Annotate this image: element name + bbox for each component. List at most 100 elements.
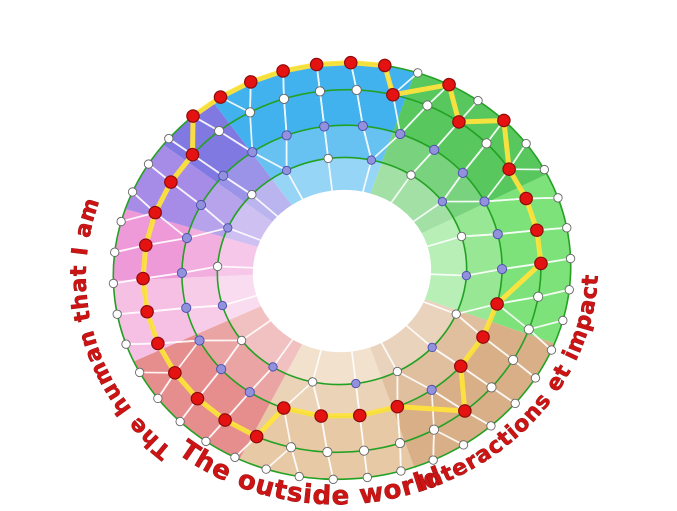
ring-node bbox=[413, 68, 423, 78]
red-node bbox=[218, 413, 232, 427]
ring-node bbox=[244, 387, 255, 398]
ring-node bbox=[236, 335, 247, 346]
ring-node bbox=[323, 153, 333, 164]
ring-node bbox=[143, 159, 154, 169]
ring-node bbox=[392, 366, 403, 377]
mesh-line bbox=[355, 89, 364, 127]
red-node bbox=[186, 109, 200, 123]
ring-node bbox=[362, 472, 372, 483]
mesh-line bbox=[432, 428, 435, 461]
ring-node bbox=[533, 291, 544, 302]
mesh-line-inner bbox=[362, 159, 373, 193]
red-node bbox=[390, 399, 405, 414]
mesh-line bbox=[496, 295, 540, 305]
ring-node bbox=[422, 100, 433, 111]
mesh-line bbox=[185, 304, 224, 309]
mesh-line-inner bbox=[311, 349, 322, 383]
mesh-line-inner bbox=[285, 169, 304, 200]
red-node bbox=[453, 359, 468, 374]
mesh-line bbox=[181, 265, 219, 274]
mesh-line bbox=[441, 200, 486, 203]
red-node bbox=[185, 147, 200, 162]
red-node bbox=[343, 55, 358, 70]
ring-node bbox=[510, 398, 520, 409]
mesh-line bbox=[283, 98, 288, 137]
mesh-line-inner bbox=[422, 301, 458, 315]
sector-blue bbox=[212, 62, 416, 206]
mesh-line bbox=[319, 90, 326, 128]
ring-node bbox=[481, 138, 492, 149]
ring-node bbox=[539, 164, 549, 175]
ring-node bbox=[268, 362, 278, 372]
ring-node bbox=[175, 416, 185, 427]
red-node bbox=[243, 75, 258, 89]
ring-node bbox=[357, 120, 368, 132]
ring-node bbox=[553, 193, 563, 203]
mesh-line-inner bbox=[226, 227, 262, 241]
red-node bbox=[442, 77, 456, 92]
ring-node bbox=[181, 302, 192, 313]
red-node bbox=[249, 429, 264, 444]
ring-nodes bbox=[108, 55, 576, 484]
ring-node bbox=[523, 324, 534, 335]
red-node bbox=[190, 391, 205, 406]
sector-purple-light bbox=[125, 144, 273, 247]
red-node bbox=[377, 58, 392, 73]
ring-node bbox=[366, 155, 377, 165]
mesh-line bbox=[222, 174, 253, 196]
mesh-line bbox=[527, 328, 553, 351]
mesh-line bbox=[285, 134, 288, 172]
mesh-line bbox=[483, 197, 527, 203]
red-node bbox=[138, 238, 153, 253]
ring-node bbox=[230, 452, 240, 462]
mesh-line bbox=[399, 104, 429, 135]
mesh-line bbox=[527, 319, 564, 331]
red-node bbox=[534, 256, 548, 271]
ring-node bbox=[428, 424, 440, 435]
ring-node bbox=[486, 382, 497, 393]
mesh-line bbox=[220, 339, 243, 371]
ring-node bbox=[247, 147, 258, 158]
ring-node bbox=[307, 377, 318, 387]
mesh-line bbox=[460, 233, 499, 238]
ring-node bbox=[223, 223, 233, 233]
ring-node bbox=[112, 309, 122, 319]
ring-node bbox=[351, 378, 361, 389]
ring-node bbox=[176, 267, 187, 278]
red-node bbox=[502, 162, 516, 176]
ring-node bbox=[530, 373, 541, 383]
ring-node bbox=[281, 130, 292, 141]
ring-node bbox=[426, 384, 437, 395]
ring-node bbox=[181, 233, 192, 244]
mesh-line bbox=[465, 268, 503, 277]
mesh-line bbox=[396, 370, 433, 391]
ring-node bbox=[521, 138, 531, 149]
sector-purple-dark bbox=[163, 101, 292, 222]
ring-node bbox=[508, 354, 519, 365]
ring-node bbox=[116, 216, 126, 227]
ring-node bbox=[110, 247, 120, 257]
mesh-line-inner bbox=[250, 193, 279, 218]
mesh-line-inner bbox=[216, 265, 254, 269]
ring-node bbox=[212, 261, 223, 272]
mesh-line-inner bbox=[390, 174, 412, 204]
mesh-line bbox=[251, 151, 288, 172]
mesh-line bbox=[249, 111, 254, 153]
ring-node bbox=[565, 253, 576, 264]
mesh-line-inner bbox=[221, 294, 258, 307]
ring-node bbox=[164, 133, 174, 144]
mesh-line bbox=[323, 125, 330, 160]
red-node bbox=[164, 175, 178, 189]
ring-node bbox=[562, 223, 572, 233]
mesh-line-inner bbox=[351, 350, 357, 385]
red-node bbox=[148, 205, 162, 220]
mesh-line-inner bbox=[430, 273, 468, 277]
ring-node bbox=[394, 438, 406, 449]
mesh-line-inner bbox=[426, 235, 463, 248]
red-node bbox=[490, 297, 504, 311]
red-node bbox=[386, 87, 400, 102]
ring-node bbox=[458, 440, 469, 450]
